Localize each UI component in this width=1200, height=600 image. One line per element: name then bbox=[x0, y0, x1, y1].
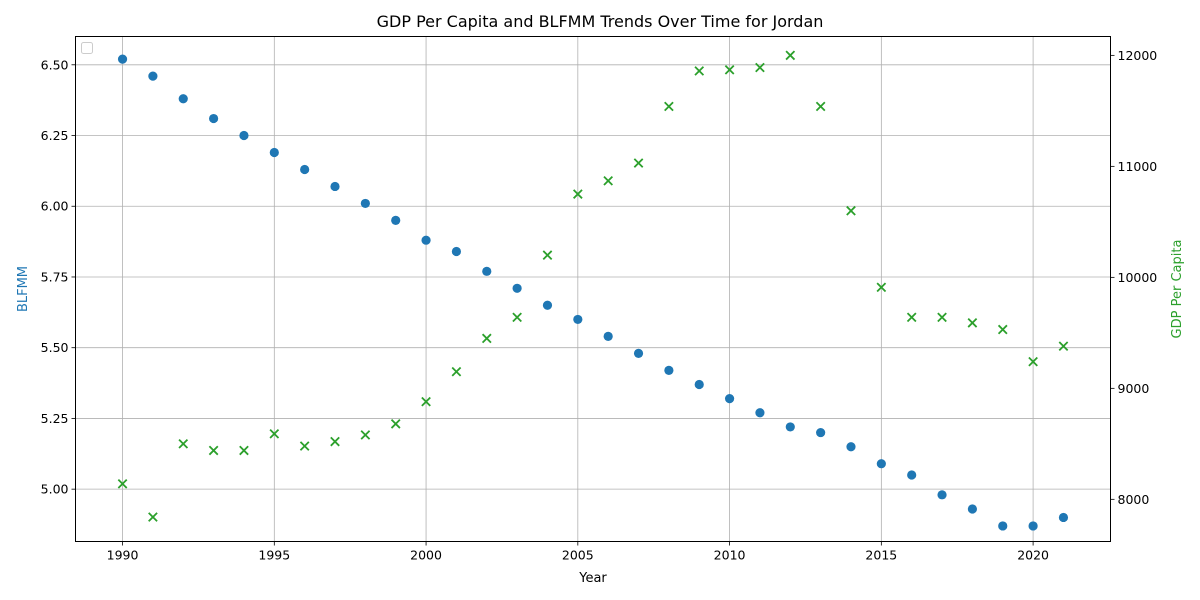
gdp-point bbox=[937, 312, 947, 323]
axis-ticks: 1990 1995 2000 2005 2010 2015 2020 5.00 5.25 5.50… bbox=[41, 48, 1158, 563]
blfmm-point bbox=[1028, 521, 1038, 531]
blfmm-point bbox=[876, 459, 886, 469]
gdp-point bbox=[967, 318, 978, 328]
blfmm-point bbox=[360, 198, 370, 209]
blfmm-point bbox=[907, 470, 917, 480]
legend-box bbox=[81, 42, 93, 54]
gdp-point bbox=[239, 445, 249, 456]
blfmm-point bbox=[755, 408, 765, 418]
blfmm-point bbox=[633, 348, 644, 358]
gdp-point bbox=[633, 158, 644, 168]
blfmm-point bbox=[603, 331, 613, 341]
blfmm-point bbox=[816, 427, 826, 438]
data-marks bbox=[117, 50, 1069, 531]
gdp-point bbox=[876, 282, 887, 293]
right-axis-title: GDP Per Capita bbox=[1170, 240, 1185, 339]
x-axis-title: Year bbox=[578, 571, 607, 586]
blfmm-point bbox=[694, 379, 704, 390]
right-tick-label: 11000 bbox=[1118, 159, 1158, 174]
gdp-point bbox=[330, 436, 340, 447]
blfmm-point bbox=[117, 54, 128, 64]
gdp-point bbox=[846, 205, 856, 216]
blfmm-point bbox=[148, 71, 158, 81]
gdp-point bbox=[1028, 356, 1038, 367]
gdp-point bbox=[1058, 341, 1069, 351]
blfmm-point bbox=[421, 235, 431, 245]
grid bbox=[75, 36, 1111, 542]
gdp-point bbox=[603, 175, 614, 186]
gdp-point bbox=[572, 189, 583, 199]
blfmm-point bbox=[573, 314, 583, 325]
x-tick-label: 2010 bbox=[714, 548, 746, 563]
blfmm-point bbox=[785, 422, 795, 432]
gdp-point bbox=[117, 478, 128, 489]
left-tick-label: 5.00 bbox=[41, 482, 69, 497]
gdp-point bbox=[694, 66, 705, 76]
chart-title: GDP Per Capita and BLFMM Trends Over Tim… bbox=[377, 12, 824, 31]
gdp-point bbox=[390, 419, 401, 429]
blfmm-point bbox=[967, 504, 977, 514]
gdp-point bbox=[360, 430, 371, 440]
blfmm-point bbox=[178, 94, 188, 104]
gdp-point bbox=[148, 512, 158, 522]
blfmm-point bbox=[937, 490, 947, 500]
gdp-point bbox=[269, 429, 280, 439]
gdp-point bbox=[906, 312, 917, 323]
blfmm-point bbox=[300, 164, 310, 175]
gdp-point bbox=[178, 438, 189, 449]
blfmm-point bbox=[209, 113, 219, 124]
gdp-point bbox=[208, 445, 219, 456]
gdp-point bbox=[997, 324, 1008, 335]
right-tick-label: 10000 bbox=[1118, 270, 1158, 285]
blfmm-point bbox=[512, 283, 522, 293]
right-tick-label: 12000 bbox=[1118, 48, 1158, 63]
gdp-point bbox=[785, 50, 796, 61]
left-axis-title: BLFMM bbox=[16, 266, 31, 312]
blfmm-point bbox=[330, 181, 340, 192]
blfmm-point bbox=[391, 215, 401, 225]
blfmm-point bbox=[239, 130, 249, 141]
blfmm-point bbox=[269, 147, 279, 158]
gdp-point bbox=[451, 366, 462, 377]
blfmm-point bbox=[482, 266, 492, 276]
gdp-point bbox=[815, 101, 826, 112]
x-tick-label: 1990 bbox=[107, 548, 139, 563]
gdp-point bbox=[724, 64, 735, 75]
blfmm-point bbox=[1058, 512, 1069, 523]
gdp-point bbox=[512, 312, 522, 323]
gdp-point bbox=[664, 101, 674, 112]
left-tick-label: 5.25 bbox=[41, 411, 69, 426]
right-tick-label: 8000 bbox=[1118, 492, 1150, 507]
blfmm-point bbox=[998, 521, 1008, 531]
x-tick-label: 2000 bbox=[410, 548, 442, 563]
gdp-point bbox=[481, 333, 492, 344]
blfmm-point bbox=[542, 300, 553, 310]
left-tick-label: 6.25 bbox=[41, 128, 69, 143]
gdp-point bbox=[299, 441, 310, 451]
right-tick-label: 9000 bbox=[1118, 381, 1150, 396]
blfmm-point bbox=[451, 246, 462, 257]
x-tick-label: 2015 bbox=[865, 548, 897, 563]
x-tick-label: 2020 bbox=[1017, 548, 1049, 563]
blfmm-point bbox=[664, 365, 674, 375]
left-tick-label: 5.50 bbox=[41, 340, 69, 355]
gdp-point bbox=[755, 62, 765, 73]
left-tick-label: 5.75 bbox=[41, 269, 69, 284]
gdp-point bbox=[421, 396, 431, 407]
gdp-series bbox=[117, 50, 1069, 522]
x-tick-label: 1995 bbox=[258, 548, 290, 563]
gdp-point bbox=[542, 250, 553, 260]
blfmm-point bbox=[724, 394, 735, 404]
left-tick-label: 6.00 bbox=[41, 199, 69, 214]
x-tick-label: 2005 bbox=[562, 548, 594, 563]
left-tick-label: 6.50 bbox=[41, 57, 69, 72]
plot-frame bbox=[75, 36, 1111, 542]
blfmm-series bbox=[117, 54, 1069, 531]
blfmm-point bbox=[846, 442, 856, 452]
